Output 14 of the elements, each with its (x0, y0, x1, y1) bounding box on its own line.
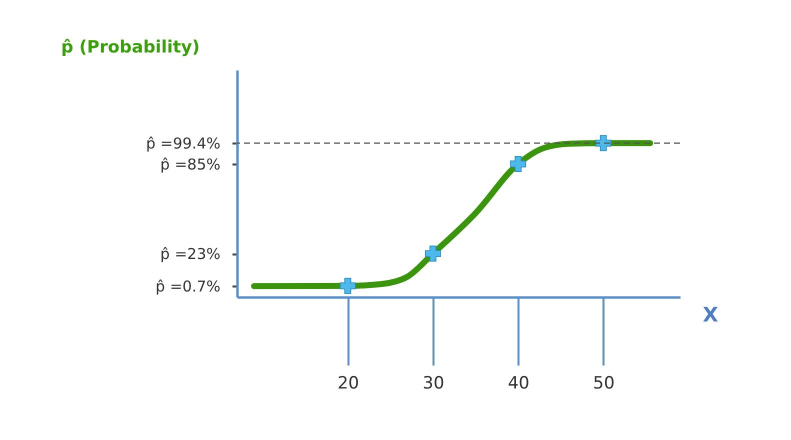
y-tick-label: p̂ =85% (160, 155, 220, 174)
y-axis-title: p̂ (Probability) (61, 38, 200, 58)
y-tick-label: p̂ =23% (160, 245, 220, 264)
x-tick-label: 20 (337, 374, 360, 394)
x-tick-label: 30 (422, 374, 444, 394)
y-tick-label: p̂ =99.4% (146, 134, 220, 153)
y-tick-label: p̂ =0.7% (156, 277, 220, 296)
x-axis-title: X (702, 302, 719, 326)
point (595, 135, 612, 152)
point (510, 156, 526, 172)
point (340, 278, 356, 294)
x-tick-label: 40 (508, 374, 530, 394)
point (424, 246, 441, 262)
x-tick-label: 50 (593, 374, 615, 394)
